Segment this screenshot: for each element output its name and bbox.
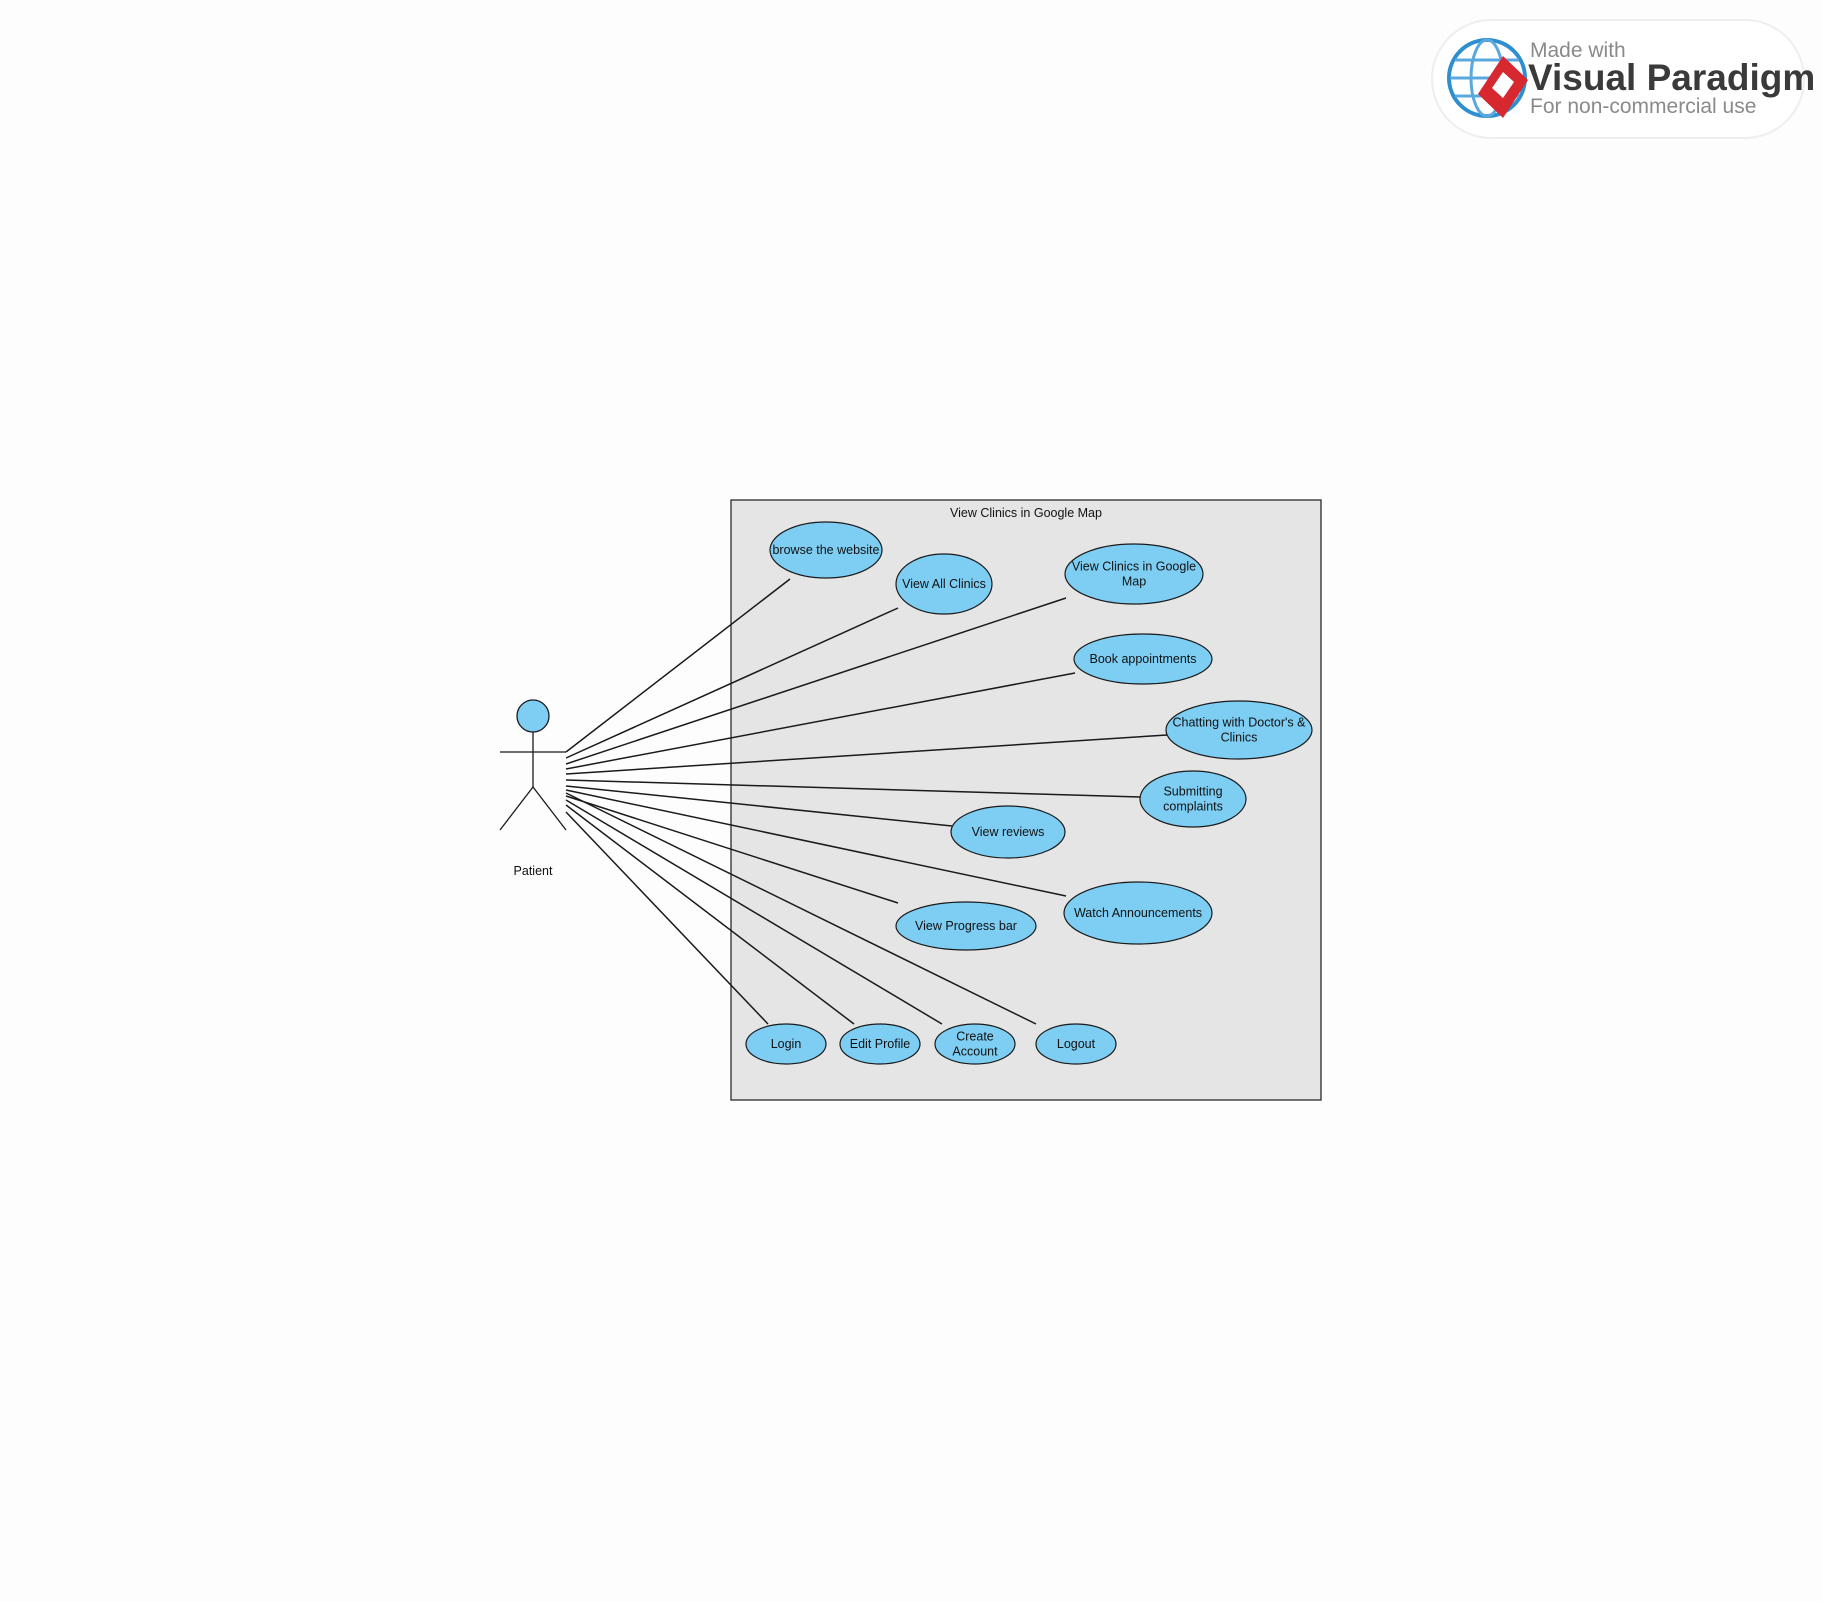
- use-case-ellipse: [1063, 881, 1213, 945]
- use-case-ellipse: [895, 553, 993, 615]
- use-case-ellipse: [1035, 1023, 1117, 1065]
- use-case-ellipse: [1139, 770, 1247, 828]
- use-case-logout: Logout: [1035, 1023, 1117, 1065]
- watermark-made-with: Made with: [1530, 39, 1626, 62]
- actor-left-leg: [499, 786, 534, 831]
- use-case-ellipse: [839, 1023, 921, 1065]
- use-case-label: View Progress bar: [915, 919, 1017, 933]
- use-case-label: Submitting: [1163, 785, 1222, 799]
- globe-logo-icon: [1447, 38, 1528, 118]
- association-logout: [565, 792, 1037, 1025]
- association-view-clinics-map: [565, 597, 1067, 765]
- use-case-label: Chatting with Doctor's &: [1173, 716, 1307, 730]
- system-title: View Clinics in Google Map: [950, 506, 1102, 520]
- use-case-ellipse: [1064, 543, 1204, 605]
- use-case-label: Login: [771, 1037, 802, 1051]
- watermark-badge: Made with Visual Paradigm For non-commer…: [1431, 19, 1815, 139]
- association-view-reviews: [565, 785, 953, 827]
- association-submitting-complaints: [565, 779, 1141, 798]
- use-case-label: View Clinics in Google: [1072, 560, 1196, 574]
- use-case-label: complaints: [1163, 800, 1223, 814]
- use-case-ellipse: [769, 521, 883, 579]
- use-case-label: Create: [956, 1030, 994, 1044]
- association-edit-profile: [565, 804, 855, 1025]
- association-browse: [565, 578, 791, 753]
- use-cases: browse the website View All Clinics View C…: [745, 521, 1313, 1065]
- association-create-account: [565, 799, 943, 1025]
- use-case-label: View All Clinics: [902, 577, 986, 591]
- watermark-license: For non-commercial use: [1530, 95, 1756, 118]
- association-view-progress-bar: [565, 795, 899, 904]
- association-chatting: [565, 734, 1168, 775]
- association-login: [565, 811, 769, 1025]
- actor-label: Patient: [514, 864, 553, 878]
- use-case-label: Logout: [1057, 1037, 1096, 1051]
- use-case-label: browse the website: [772, 543, 879, 557]
- use-case-ellipse: [1165, 700, 1313, 760]
- association-view-all-clinics: [565, 607, 899, 759]
- association-book-appointments: [565, 672, 1076, 770]
- use-case-login: Login: [745, 1023, 827, 1065]
- use-case-label: Account: [952, 1045, 998, 1059]
- associations: [565, 578, 1168, 1025]
- use-case-label: Map: [1122, 575, 1146, 589]
- use-case-chatting: Chatting with Doctor's &Clinics: [1165, 700, 1313, 760]
- use-case-browse: browse the website: [769, 521, 883, 579]
- use-case-ellipse: [895, 901, 1037, 951]
- use-case-edit-profile: Edit Profile: [839, 1023, 921, 1065]
- actor-head: [516, 699, 550, 733]
- use-case-ellipse: [934, 1023, 1016, 1065]
- use-case-label: Clinics: [1221, 731, 1258, 745]
- use-case-ellipse: [1073, 633, 1213, 685]
- use-case-view-progress-bar: View Progress bar: [895, 901, 1037, 951]
- use-case-view-reviews: View reviews: [950, 805, 1066, 859]
- actor-patient: Patient: [499, 699, 567, 878]
- use-case-book-appointments: Book appointments: [1073, 633, 1213, 685]
- use-case-label: Edit Profile: [850, 1037, 910, 1051]
- use-case-label: View reviews: [972, 825, 1045, 839]
- use-case-view-all-clinics: View All Clinics: [895, 553, 993, 615]
- actor-right-leg: [532, 786, 567, 831]
- use-case-ellipse: [950, 805, 1066, 859]
- use-case-watch-announcements: Watch Announcements: [1063, 881, 1213, 945]
- use-case-ellipse: [745, 1023, 827, 1065]
- association-watch-announcements: [565, 789, 1067, 897]
- watermark-brand: Visual Paradigm: [1528, 57, 1815, 98]
- use-case-label: Book appointments: [1089, 652, 1196, 666]
- use-case-label: Watch Announcements: [1074, 906, 1202, 920]
